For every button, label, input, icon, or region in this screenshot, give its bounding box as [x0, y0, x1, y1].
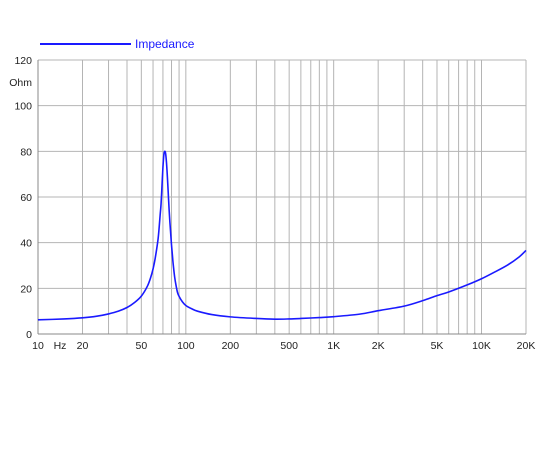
x-tick-label: 10: [32, 340, 44, 352]
x-tick-label: 100: [177, 340, 195, 352]
y-unit-label: Ohm: [9, 77, 32, 89]
horizontal-grid: [38, 59, 526, 335]
x-tick-label: 5K: [431, 340, 444, 352]
series-line-impedance: [37, 150, 527, 321]
y-tick-label: 120: [14, 55, 32, 67]
y-tick-label: 0: [26, 329, 32, 341]
x-unit-label: Hz: [54, 340, 67, 352]
legend: Impedance: [40, 37, 195, 51]
y-tick-label: 20: [20, 283, 32, 295]
x-tick-label: 20K: [517, 340, 536, 352]
y-tick-label: 100: [14, 101, 32, 113]
x-tick-label: 2K: [372, 340, 385, 352]
x-tick-label: 50: [135, 340, 147, 352]
y-tick-label: 80: [20, 146, 32, 158]
y-tick-label: 60: [20, 192, 32, 204]
x-tick-label: 200: [222, 340, 240, 352]
legend-label: Impedance: [135, 37, 195, 51]
x-tick-label: 10K: [472, 340, 491, 352]
x-tick-label: 20: [77, 340, 89, 352]
x-tick-label: 1K: [327, 340, 340, 352]
y-tick-label: 40: [20, 238, 32, 250]
x-tick-label: 500: [280, 340, 298, 352]
